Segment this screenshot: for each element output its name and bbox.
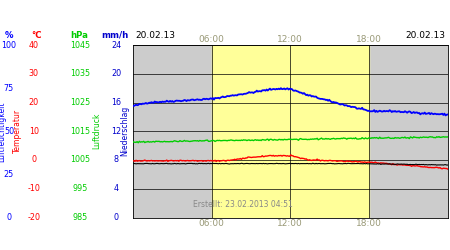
- Text: 1005: 1005: [70, 156, 90, 164]
- Text: 20.02.13: 20.02.13: [405, 31, 446, 40]
- Text: -10: -10: [27, 184, 40, 193]
- Text: 20.02.13: 20.02.13: [135, 31, 175, 40]
- Text: -20: -20: [27, 213, 40, 222]
- Text: 75: 75: [4, 84, 14, 92]
- Text: 1045: 1045: [70, 40, 90, 50]
- Text: 20: 20: [29, 98, 39, 107]
- Text: 20: 20: [111, 69, 121, 78]
- Text: 100: 100: [1, 40, 17, 50]
- Text: 985: 985: [72, 213, 88, 222]
- Text: 50: 50: [4, 127, 14, 136]
- Text: 25: 25: [4, 170, 14, 179]
- Text: Temperatur: Temperatur: [13, 109, 22, 153]
- Text: Niederschlag: Niederschlag: [121, 106, 130, 156]
- Text: Luftfeuchtigkeit: Luftfeuchtigkeit: [0, 101, 6, 162]
- Text: %: %: [5, 30, 13, 40]
- Text: °C: °C: [31, 30, 41, 40]
- Bar: [212, 45, 369, 218]
- Text: mm/h: mm/h: [101, 30, 128, 40]
- Text: 40: 40: [29, 40, 39, 50]
- Text: hPa: hPa: [70, 30, 88, 40]
- Text: 0: 0: [113, 213, 119, 222]
- Text: 1015: 1015: [70, 127, 90, 136]
- Text: 24: 24: [111, 40, 121, 50]
- Text: 30: 30: [29, 69, 39, 78]
- Text: 995: 995: [72, 184, 88, 193]
- Text: Erstellt: 23.02.2013 04:51: Erstellt: 23.02.2013 04:51: [193, 200, 293, 209]
- Text: 1025: 1025: [70, 98, 90, 107]
- Text: 8: 8: [113, 156, 119, 164]
- Text: 0: 0: [6, 213, 12, 222]
- Text: 4: 4: [113, 184, 119, 193]
- Text: 12: 12: [111, 127, 121, 136]
- Text: 10: 10: [29, 127, 39, 136]
- Text: Luftdruck: Luftdruck: [92, 113, 101, 150]
- Text: 16: 16: [111, 98, 121, 107]
- Text: 0: 0: [31, 156, 36, 164]
- Text: 1035: 1035: [70, 69, 90, 78]
